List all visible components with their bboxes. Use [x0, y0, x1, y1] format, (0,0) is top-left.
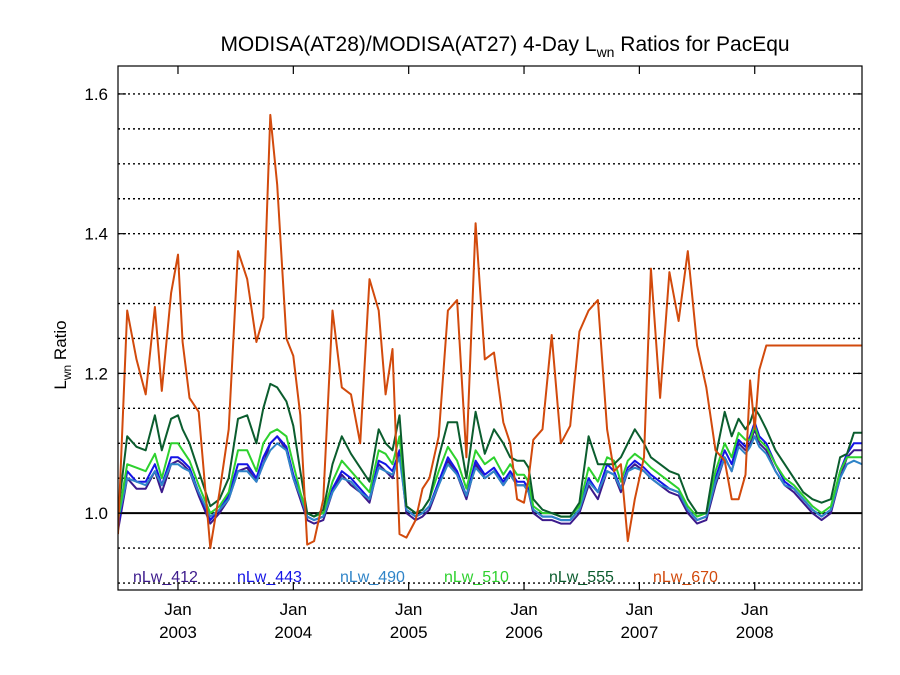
x-tick-month-label: Jan [280, 600, 307, 619]
y-tick-label: 1.0 [84, 504, 108, 523]
x-tick-year-label: 2006 [505, 623, 543, 642]
legend-entry-nLw-490: nLw_490 [340, 569, 405, 586]
x-tick-month-label: Jan [395, 600, 422, 619]
x-tick-year-label: 2008 [736, 623, 774, 642]
plot-frame [117, 65, 863, 591]
legend-entry-nLw-412: nLw_412 [133, 569, 198, 586]
y-axis-label-subscript: wn [60, 365, 74, 381]
x-tick-year-label: 2003 [159, 623, 197, 642]
series-line-nLw-443 [118, 421, 862, 528]
legend-entry-nLw-670: nLw_670 [653, 569, 718, 586]
legend: nLw_412 nLw_443 nLw_490 nLw_510 nLw_555 nLw_6… [133, 569, 718, 586]
legend-entry-nLw-555: nLw_555 [549, 569, 614, 586]
legend-entry-nLw-510: nLw_510 [444, 569, 509, 586]
x-tick-month-label: Jan [741, 600, 768, 619]
legend-entry-nLw-443: nLw_443 [237, 569, 302, 586]
y-tick-label: 1.2 [84, 364, 108, 383]
x-tick-month-label: Jan [510, 600, 537, 619]
series-line-nLw-510 [118, 424, 862, 521]
series-line-nLw-555 [118, 382, 862, 518]
chart-title-main: MODISA(AT28)/MODISA(AT27) 4-Day L [220, 33, 596, 56]
y-axis-label-tail: Ratio [51, 320, 70, 364]
axes: 1.0 1.2 1.4 1.6 Jan 2003 Jan 2004 Jan 2005 Jan 2006… [84, 65, 863, 642]
x-tick-year-label: 2004 [274, 623, 312, 642]
chart-title-tail: Ratios for PacEqu [614, 33, 789, 56]
series-lines [118, 113, 862, 550]
gridlines [118, 93, 862, 584]
y-axis-label-main: L [51, 380, 70, 389]
chart-title: MODISA(AT28)/MODISA(AT27) 4-Day Lwn Rati… [220, 33, 789, 60]
x-tick-year-label: 2005 [390, 623, 428, 642]
chart-title-subscript: wn [596, 44, 615, 60]
y-axis-label: Lwn Ratio [51, 320, 74, 389]
y-tick-label: 1.6 [84, 85, 108, 104]
series-line-nLw-670 [118, 113, 862, 550]
y-tick-label: 1.4 [84, 225, 108, 244]
x-tick-year-label: 2007 [620, 623, 658, 642]
x-tick-month-label: Jan [626, 600, 653, 619]
series-line-nLw-490 [118, 435, 862, 522]
x-tick-month-label: Jan [164, 600, 191, 619]
